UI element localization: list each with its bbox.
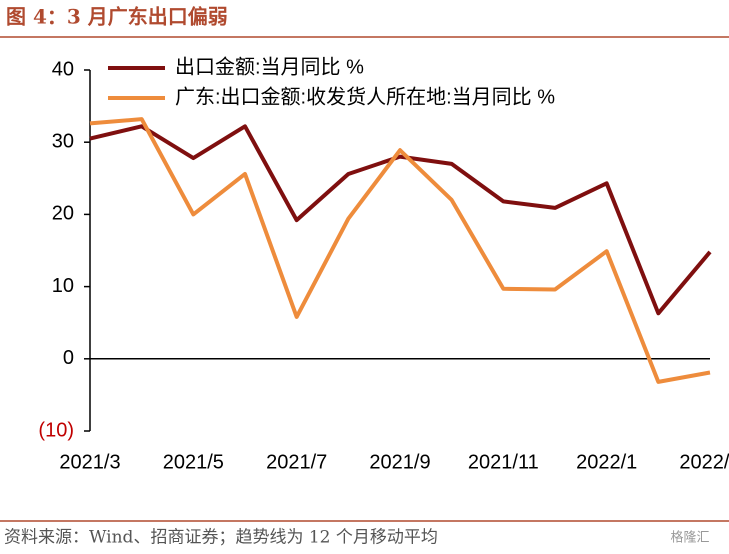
- watermark: 格隆汇: [670, 529, 709, 544]
- y-tick-label: 30: [52, 130, 74, 152]
- y-tick-label: 0: [63, 347, 74, 369]
- legend-label: 广东:出口金额:收发货人所在地:当月同比 %: [175, 85, 555, 108]
- chart-title: 图 4：3 月广东出口偏弱: [6, 5, 228, 29]
- x-tick-label: 2022/3: [679, 451, 729, 473]
- x-tick-label: 2021/7: [266, 451, 327, 473]
- series-line: [89, 124, 712, 316]
- x-tick-label: 2021/9: [369, 451, 430, 473]
- y-tick-label: 40: [52, 58, 74, 80]
- x-tick-label: 2021/3: [59, 451, 120, 473]
- y-tick-label: (10): [38, 419, 74, 441]
- x-tick-label: 2021/11: [468, 451, 539, 473]
- source: 资料来源：Wind、招商证券；趋势线为 12 个月移动平均: [4, 528, 438, 548]
- x-tick-label: 2021/5: [163, 451, 224, 473]
- y-tick-label: 10: [52, 275, 74, 297]
- legend-label: 出口金额:当月同比 %: [175, 55, 364, 78]
- y-tick-label: 20: [52, 203, 74, 225]
- x-tick-label: 2022/1: [576, 451, 637, 473]
- series-line: [89, 117, 711, 384]
